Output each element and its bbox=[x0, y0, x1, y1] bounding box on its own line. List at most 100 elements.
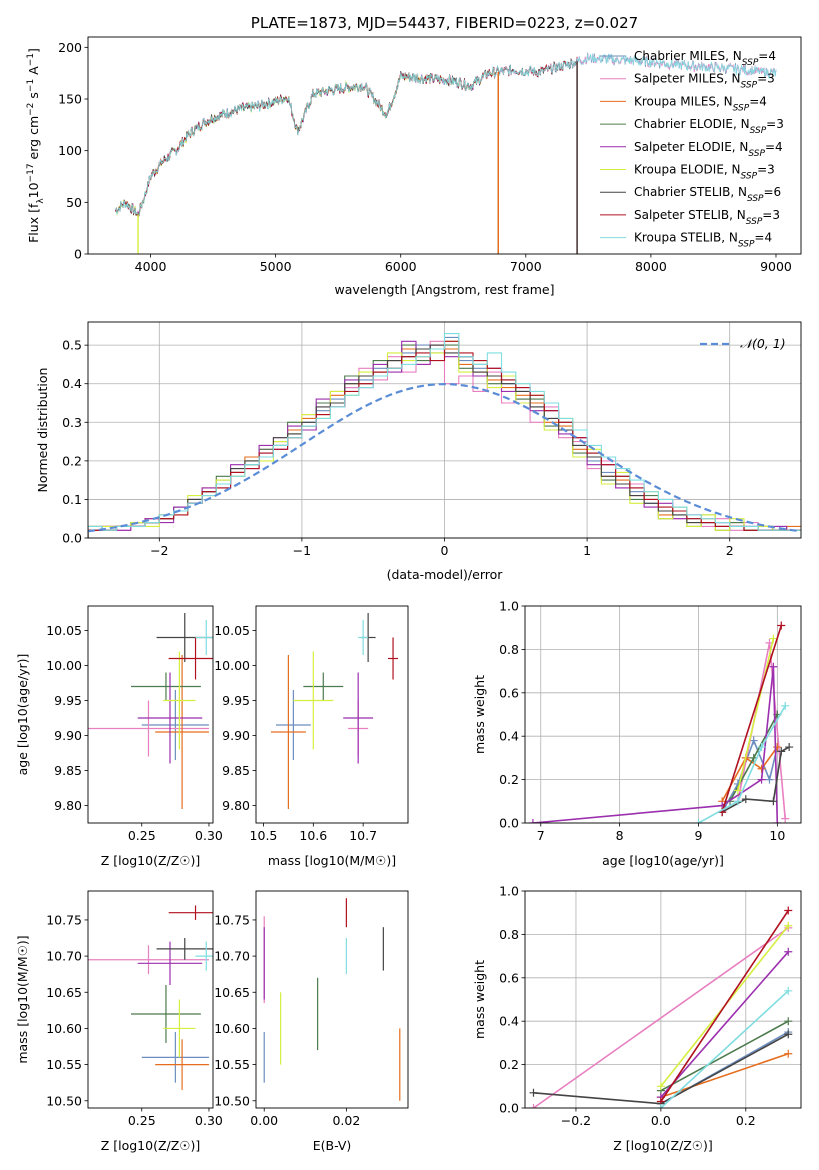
weight-marker bbox=[529, 1088, 538, 1097]
errorbar-point-6 bbox=[156, 938, 213, 960]
errorbar-point-5 bbox=[163, 651, 196, 750]
errorbar-point-7 bbox=[168, 637, 213, 680]
y-axis-label: Normed distribution bbox=[35, 368, 50, 493]
weight-marker bbox=[781, 701, 790, 710]
y-tick-label: 9.80 bbox=[222, 798, 250, 813]
y-tick-label: 10.60 bbox=[214, 1021, 250, 1036]
errorbar-point-3 bbox=[131, 985, 201, 1043]
y-tick-label: 10.65 bbox=[214, 985, 250, 1000]
weight-marker bbox=[784, 986, 793, 995]
errorbar-point-2 bbox=[155, 655, 209, 809]
legend-label-8: Kroupa STELIB, NSSP=4 bbox=[634, 231, 772, 250]
spectrum-line-4 bbox=[115, 66, 499, 217]
weight-marker bbox=[784, 921, 793, 930]
x-axis-label: (data-model)/error bbox=[387, 567, 504, 582]
weight-marker bbox=[784, 906, 793, 915]
x-tick-label: 2 bbox=[726, 543, 734, 558]
histograms bbox=[88, 333, 801, 538]
y-tick-label: 50 bbox=[66, 195, 82, 210]
errorbar-point-0 bbox=[275, 690, 311, 760]
age-vs-metallicity-panel: 0.25 0.30 9.80 9.85 9.90 9.95 10.00 10.05 Z [log… bbox=[15, 605, 223, 868]
age-vs-mass-panel: 10.5 10.6 10.7 9.80 9.85 9.90 9.95 10.00 10.05 ma… bbox=[214, 605, 409, 868]
weight-marker bbox=[784, 1017, 793, 1026]
x-tick-label: 0.2 bbox=[736, 1113, 756, 1128]
mass-vs-metallicity-panel: 0.25 0.30 10.50 10.55 10.60 10.65 10.70 10.75 Z … bbox=[15, 890, 223, 1153]
y-tick-label: 9.80 bbox=[54, 798, 82, 813]
y-tick-label: 0.3 bbox=[62, 415, 82, 430]
weight-line-8 bbox=[660, 990, 789, 1108]
errorbar-point-5 bbox=[293, 651, 334, 750]
errorbar-point-7 bbox=[388, 637, 399, 680]
weight-marker bbox=[757, 764, 766, 773]
y-tick-label: 0.0 bbox=[499, 816, 519, 831]
errorbar-point-0 bbox=[141, 690, 209, 760]
errorbar-point-3 bbox=[131, 672, 201, 701]
x-tick-label: 10.5 bbox=[250, 828, 278, 843]
weight-line-7 bbox=[660, 910, 789, 1102]
weight-marker bbox=[694, 819, 703, 823]
y-tick-label: 0.2 bbox=[499, 772, 519, 787]
x-tick-label: 0 bbox=[441, 543, 449, 558]
x-tick-label: 0.0 bbox=[651, 1113, 671, 1128]
y-tick-label: 10.75 bbox=[46, 912, 82, 927]
y-tick-label: 9.90 bbox=[54, 728, 82, 743]
y-tick-label: 0.4 bbox=[62, 376, 82, 391]
x-tick-label: 0.30 bbox=[195, 1113, 223, 1128]
axes-frame bbox=[524, 605, 802, 824]
mass-weight-vs-age-panel: 7 8 9 10 0.0 0.2 0.4 0.6 0.8 1.0 age [log10(age/yr… bbox=[472, 599, 802, 868]
spectrum-line-8 bbox=[115, 53, 777, 215]
x-tick-label: 8 bbox=[616, 828, 624, 843]
y-tick-label: 0 bbox=[74, 247, 82, 262]
spectrum-line-3 bbox=[115, 66, 499, 216]
weight-marker bbox=[757, 775, 766, 784]
y-axis-label: mass weight bbox=[472, 675, 487, 754]
errorbar-point-4 bbox=[343, 672, 374, 764]
weight-line-8 bbox=[698, 705, 786, 823]
y-tick-label: 0.6 bbox=[499, 970, 519, 985]
mass-vs-extinction-panel: 0.00 0.02 10.50 10.55 10.60 10.65 10.70 10.75 E(… bbox=[214, 890, 409, 1153]
axes-frame bbox=[255, 890, 409, 1109]
weight-marker bbox=[769, 634, 778, 643]
x-tick-label: −0.2 bbox=[561, 1113, 591, 1128]
weight-marker bbox=[777, 747, 786, 756]
y-tick-label: 10.05 bbox=[214, 623, 250, 638]
weight-marker bbox=[773, 819, 782, 823]
errorbar-point-7 bbox=[168, 905, 213, 920]
y-tick-label: 0.0 bbox=[499, 1101, 519, 1116]
y-axis-label: mass [log10(M/M☉)] bbox=[15, 935, 30, 1063]
weight-line-4 bbox=[532, 666, 779, 823]
axes-frame bbox=[87, 36, 802, 255]
weight-marker bbox=[656, 1104, 665, 1108]
x-tick-label: −1 bbox=[293, 543, 311, 558]
weight-line-3 bbox=[660, 1020, 789, 1092]
spectrum-line-5 bbox=[115, 66, 499, 217]
y-tick-label: 10.70 bbox=[46, 949, 82, 964]
weight-line-2 bbox=[660, 1053, 789, 1098]
weight-marker bbox=[528, 819, 537, 823]
chart-title: PLATE=1873, MJD=54437, FIBERID=0223, z=0… bbox=[251, 14, 638, 32]
y-tick-label: 0.2 bbox=[499, 1057, 519, 1072]
weight-line-1 bbox=[737, 642, 786, 819]
normal-reference-curve bbox=[88, 382, 799, 533]
axes-frame bbox=[87, 321, 802, 539]
spectrum-panel: 4000 5000 6000 7000 8000 9000 0 50 100 150 200 PLAT… bbox=[26, 14, 802, 297]
axes-frame bbox=[524, 890, 802, 1109]
axes-frame bbox=[87, 605, 214, 824]
weight-marker bbox=[784, 1030, 793, 1039]
error-bars bbox=[88, 905, 213, 1090]
y-tick-label: 10.00 bbox=[214, 658, 250, 673]
x-axis-label: Z [log10(Z/Z☉)] bbox=[101, 1138, 201, 1153]
legend: Chabrier MILES, NSSP=4 Salpeter MILES, NS… bbox=[600, 49, 784, 250]
weight-marker bbox=[656, 1082, 665, 1091]
axes-frame bbox=[255, 605, 409, 824]
y-tick-label: 0.4 bbox=[499, 1014, 519, 1029]
y-axis-label: age [log10(age/yr)] bbox=[15, 654, 30, 776]
weight-line-5 bbox=[737, 638, 775, 791]
weight-lines bbox=[529, 906, 793, 1108]
errorbar-point-8 bbox=[358, 620, 369, 655]
legend-label-5: Kroupa ELODIE, NSSP=3 bbox=[634, 163, 775, 182]
y-tick-label: 0.8 bbox=[499, 927, 519, 942]
x-tick-label: 9000 bbox=[760, 259, 792, 274]
y-tick-label: 200 bbox=[58, 40, 82, 55]
axes-frame bbox=[87, 890, 214, 1109]
